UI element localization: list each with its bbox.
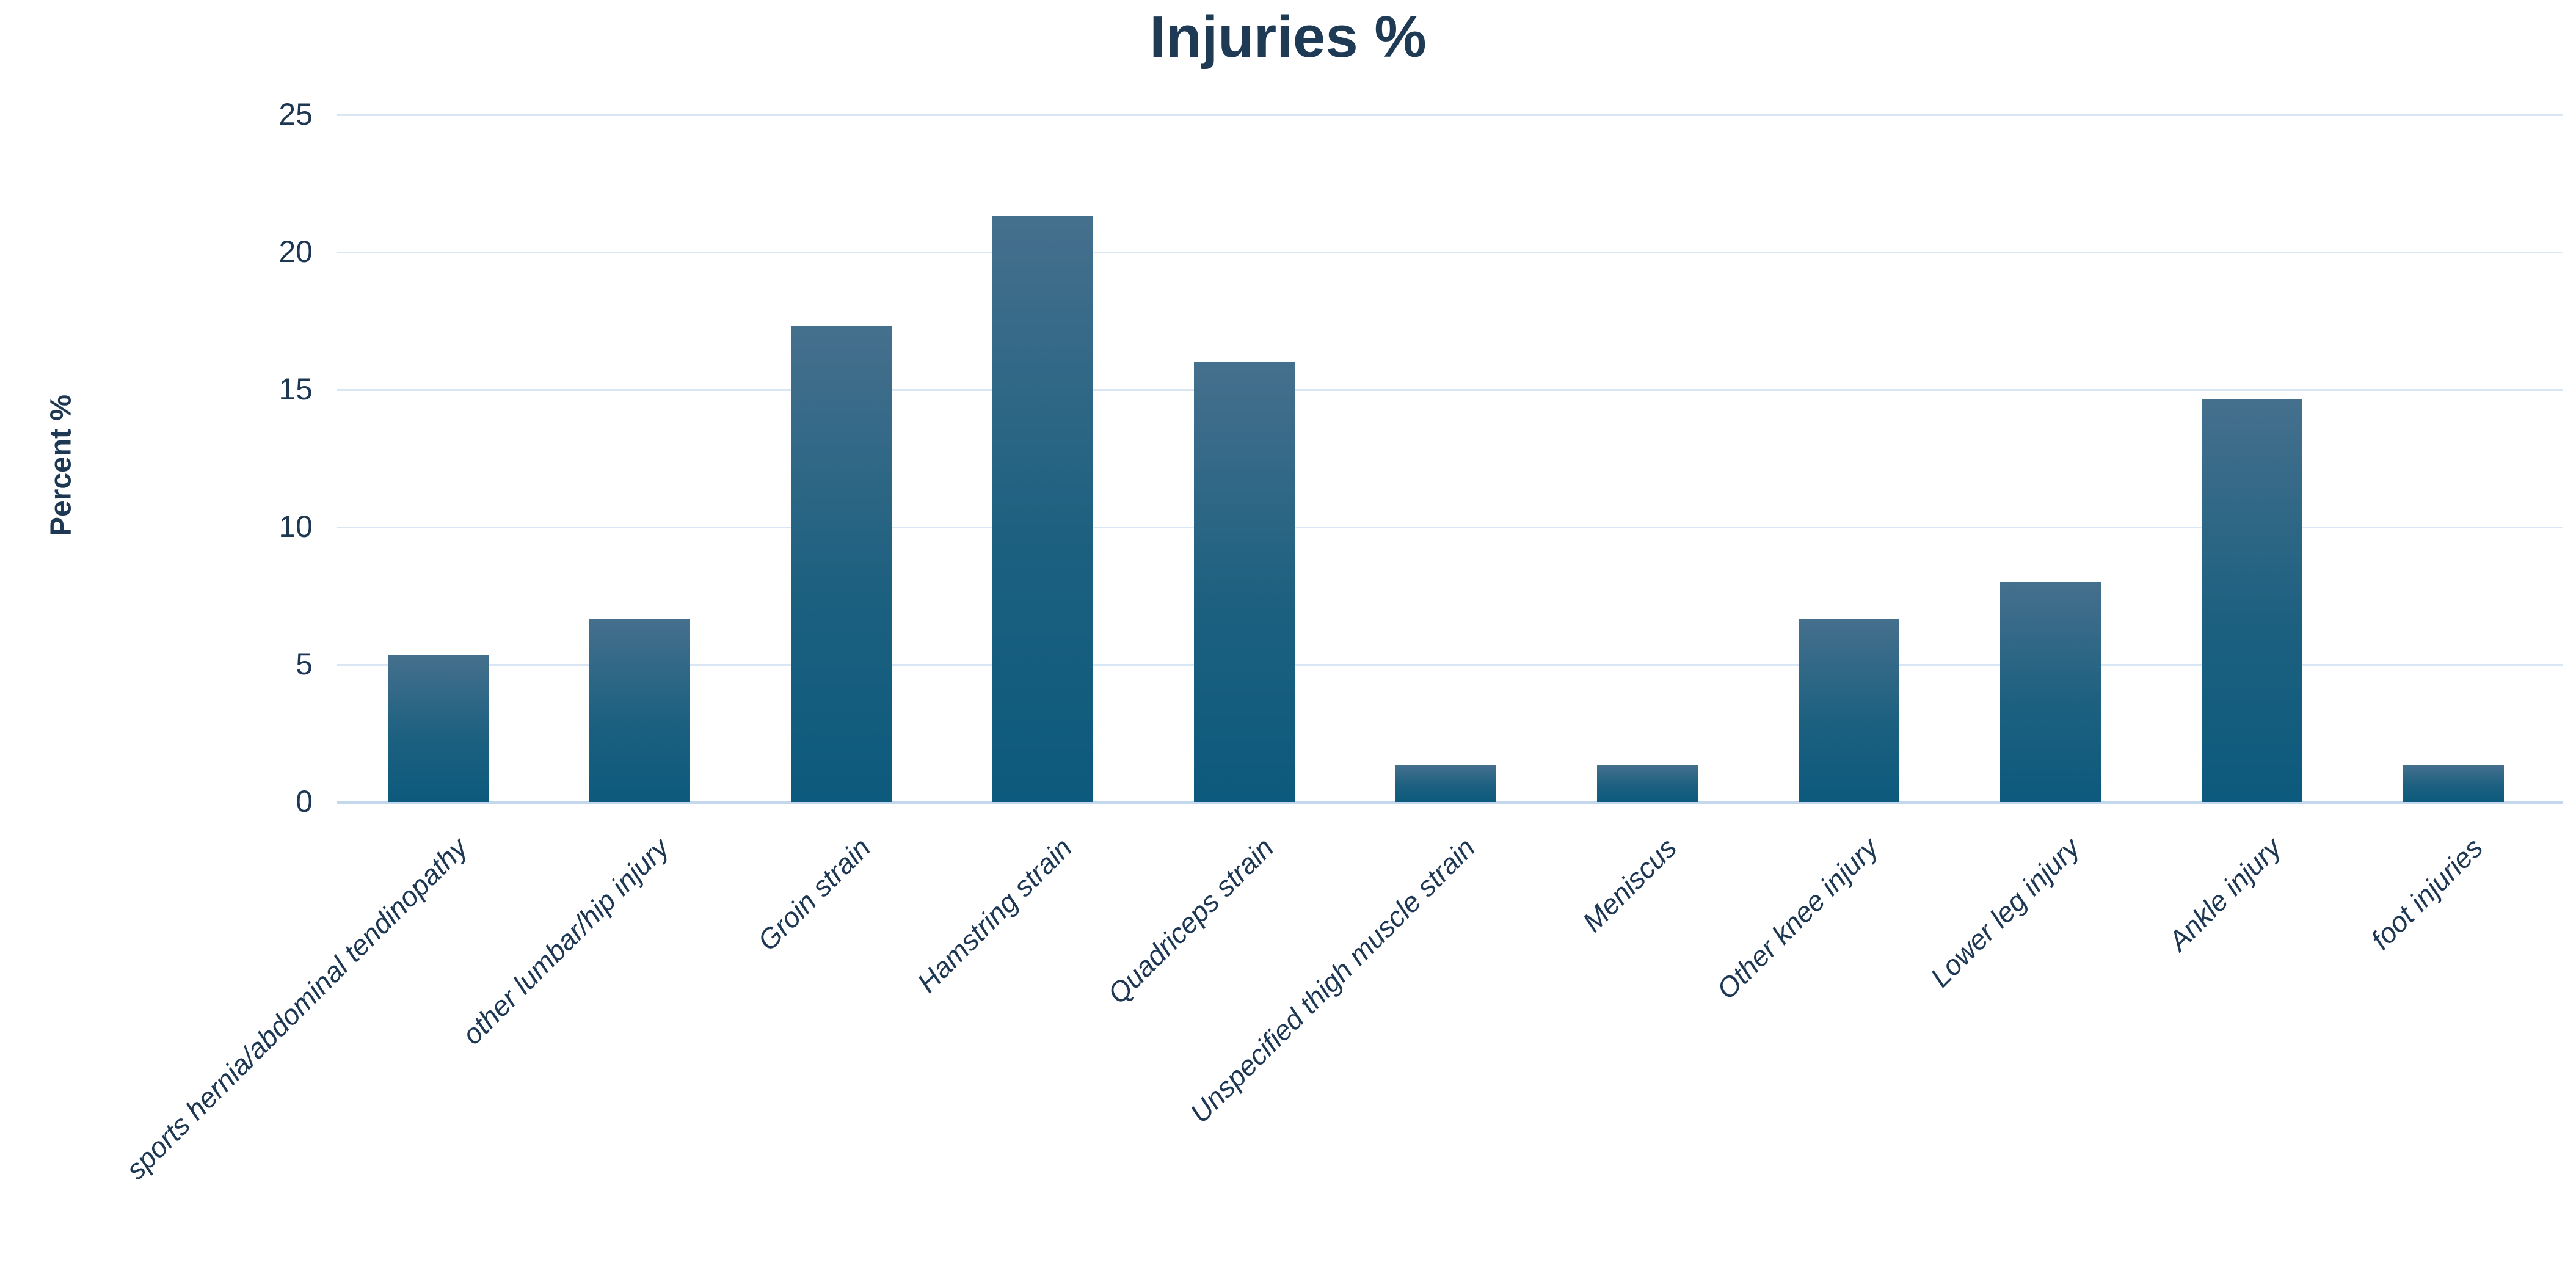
gridline (337, 114, 2563, 116)
bar (2403, 765, 2504, 802)
x-category-label: Ankle injury (2162, 831, 2288, 957)
bar (1596, 765, 1698, 802)
gridline (337, 664, 2563, 666)
gridline (337, 389, 2563, 391)
bar (1798, 619, 1899, 802)
bar (1193, 362, 1295, 802)
y-tick-label: 25 (278, 97, 313, 131)
x-category-label: other lumbar/hip injury (456, 831, 675, 1051)
x-category-label: Quadriceps strain (1101, 831, 1280, 1010)
bar (589, 619, 690, 802)
y-tick-label: 5 (296, 646, 313, 681)
y-tick-label: 10 (278, 509, 313, 544)
x-category-label: Hamstring strain (911, 831, 1079, 999)
y-axis-title: Percent % (45, 394, 78, 537)
y-tick-label: 0 (296, 784, 313, 819)
y-tick-label: 20 (278, 234, 313, 269)
x-category-label: Unspecified thigh muscle strain (1184, 831, 1482, 1129)
bar (992, 216, 1093, 802)
x-category-label: Groin strain (751, 831, 877, 957)
x-category-label: Lower leg injury (1924, 831, 2086, 993)
bar (790, 326, 892, 802)
y-tick-label: 15 (278, 371, 313, 406)
x-category-label: Meniscus (1576, 831, 1683, 938)
bar (2201, 399, 2302, 802)
chart-title: Injuries % (1149, 4, 1427, 70)
gridline (337, 252, 2563, 253)
bar (1395, 765, 1496, 802)
x-axis-baseline (337, 801, 2563, 804)
x-category-label: foot injuries (2365, 831, 2489, 956)
x-category-label: sports hernia/abdominal tendinopathy (119, 831, 474, 1186)
bar (387, 655, 489, 802)
x-category-label: Other knee injury (1710, 831, 1885, 1005)
bar (1999, 582, 2101, 802)
gridline (337, 527, 2563, 528)
